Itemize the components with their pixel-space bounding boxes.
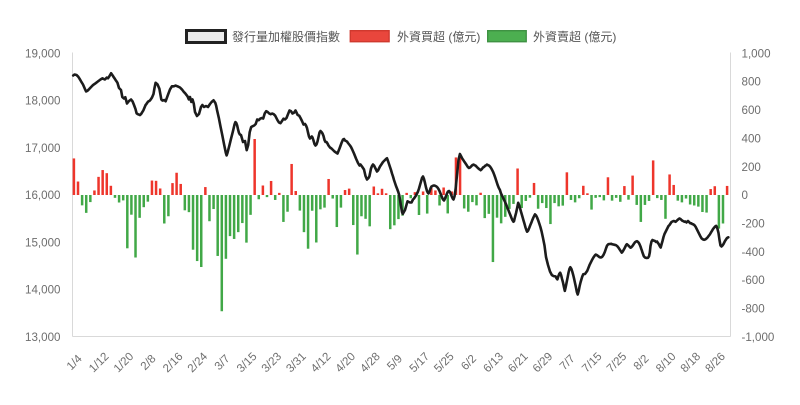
- svg-text:1,000: 1,000: [742, 47, 771, 60]
- svg-text:600: 600: [742, 104, 761, 117]
- svg-text:400: 400: [742, 132, 761, 145]
- svg-text:200: 200: [742, 161, 761, 174]
- svg-text:-1,000: -1,000: [742, 331, 775, 344]
- svg-text:-400: -400: [742, 246, 765, 259]
- svg-text:-200: -200: [742, 217, 765, 230]
- svg-text:外資賣超 (億元): 外資賣超 (億元): [533, 29, 616, 44]
- svg-text:-600: -600: [742, 274, 765, 287]
- svg-text:19,000: 19,000: [25, 47, 60, 60]
- svg-text:13,000: 13,000: [25, 331, 60, 344]
- svg-text:800: 800: [742, 76, 761, 89]
- svg-text:14,000: 14,000: [25, 284, 60, 297]
- svg-text:16,000: 16,000: [25, 189, 60, 202]
- svg-text:15,000: 15,000: [25, 236, 60, 249]
- svg-text:18,000: 18,000: [25, 95, 60, 108]
- svg-text:發行量加權股價指數: 發行量加權股價指數: [232, 29, 340, 44]
- svg-text:0: 0: [742, 189, 748, 202]
- svg-text:-800: -800: [742, 303, 765, 316]
- svg-text:外資買超 (億元): 外資買超 (億元): [397, 29, 480, 44]
- svg-text:17,000: 17,000: [25, 142, 60, 155]
